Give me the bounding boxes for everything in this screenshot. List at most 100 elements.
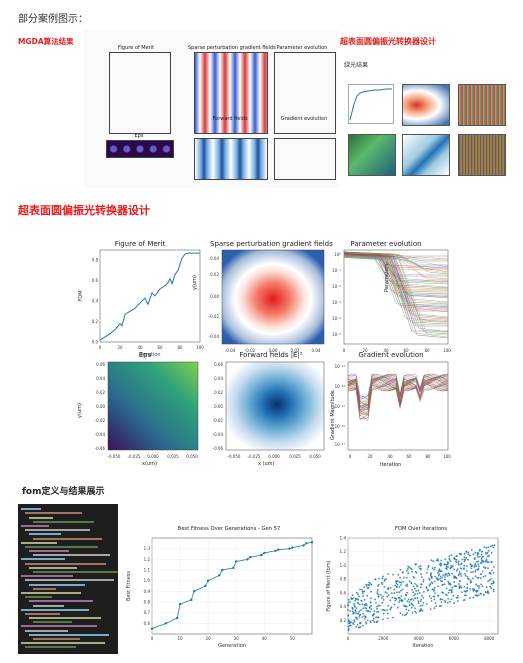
fomiter-point xyxy=(405,576,408,579)
fomiter-point xyxy=(472,589,475,592)
fomiter-point xyxy=(355,612,357,614)
fomiter-point xyxy=(363,598,366,601)
fomiter-point xyxy=(449,582,451,585)
fitness-ylabel: Best Fitness xyxy=(126,571,132,601)
fomiter-point xyxy=(459,572,462,575)
fomiter-point xyxy=(452,565,454,568)
fomiter-point xyxy=(363,586,366,589)
fomiter-point xyxy=(447,566,449,569)
fom-xtick: 20 xyxy=(117,345,123,350)
green-forward-plot xyxy=(402,134,450,176)
fitness-ytick: 0.7 xyxy=(144,610,151,615)
fomiter-point xyxy=(481,585,484,588)
fomiter-point xyxy=(445,587,448,590)
svg-text:0.02: 0.02 xyxy=(210,272,219,277)
fomiter-point xyxy=(364,615,367,618)
fomiter-point xyxy=(465,594,467,596)
fomiter-point xyxy=(353,619,356,622)
fomiter-point xyxy=(484,591,487,594)
fomiter-point xyxy=(398,601,400,603)
fomiter-point xyxy=(439,570,442,573)
fomiter-point xyxy=(478,555,481,558)
fomiter-point xyxy=(399,599,401,602)
fomiter-point xyxy=(354,606,356,608)
fomiter-point xyxy=(446,561,449,563)
fomiter-point xyxy=(477,576,480,579)
svg-text:40: 40 xyxy=(383,348,389,353)
fomiter-point xyxy=(387,573,390,575)
fomiter-point xyxy=(376,591,379,593)
fitness-point xyxy=(220,568,224,572)
fomiter-point xyxy=(449,560,452,562)
fomiter-point xyxy=(472,553,475,556)
fomiter-point xyxy=(433,587,436,589)
fomiter-point xyxy=(370,604,373,607)
fomiter-point xyxy=(408,601,411,604)
param-line xyxy=(343,256,449,280)
fomiter-point xyxy=(430,576,433,579)
fomiter-point xyxy=(446,575,449,577)
fomiter-point xyxy=(347,615,349,617)
fomiter-point xyxy=(370,590,372,593)
fomiter-point xyxy=(460,591,463,593)
fomiter-point xyxy=(365,622,368,625)
fomiter-point xyxy=(429,608,432,610)
fomiter-point xyxy=(449,600,452,603)
fomiter-point xyxy=(463,564,466,567)
fomiter-point xyxy=(387,612,389,615)
s2-gradevo-chart: 10⁻¹³ 10⁻¹⁴ 10⁻¹⁵ 10⁻¹⁶ 10⁻¹⁷ 0 20 40 60… xyxy=(335,361,451,459)
fomiter-point xyxy=(478,565,480,568)
fomiter-point xyxy=(474,570,477,573)
fom-ytick: 0.2 xyxy=(92,319,99,324)
fomiter-point xyxy=(455,596,458,599)
fomiter-point xyxy=(465,556,468,559)
fomiter-point xyxy=(410,606,413,609)
s2-grad-chart: 0.04 0.02 0.00 -0.02 -0.04 -0.04 -0.02 0… xyxy=(209,249,325,353)
fomiter-point xyxy=(487,561,490,564)
fomiter-ylabel: Figure of Merit (fom) xyxy=(326,560,332,611)
fomiter-point xyxy=(387,604,390,607)
svg-text:-0.050: -0.050 xyxy=(228,454,241,459)
fomiter-point xyxy=(358,614,361,617)
code-line xyxy=(21,625,97,628)
fomiter-point xyxy=(418,610,421,613)
param-line xyxy=(343,256,449,310)
section1b-label: 超表面圆偏振光转换器设计 xyxy=(340,37,436,46)
fomiter-point xyxy=(419,586,422,589)
fomiter-point xyxy=(476,595,479,597)
fomiter-point xyxy=(373,621,376,623)
code-line xyxy=(21,524,49,527)
svg-text:10⁻³: 10⁻³ xyxy=(332,300,341,305)
fomiter-point xyxy=(377,583,380,586)
fomiter-point xyxy=(463,556,466,559)
fomiter-point xyxy=(382,612,385,615)
fomiter-point xyxy=(480,583,482,586)
fomiter-point xyxy=(369,601,372,604)
fomiter-point xyxy=(482,566,485,568)
fomiter-point xyxy=(447,591,450,594)
fomiter-point xyxy=(481,550,483,553)
fomiter-point xyxy=(376,616,379,619)
fomiter-point xyxy=(432,560,435,562)
fomiter-title: FOM Over Iterations xyxy=(394,526,448,532)
fomiter-point xyxy=(349,621,352,624)
fomiter-point xyxy=(406,583,409,586)
fomiter-point xyxy=(353,604,356,607)
fomiter-point xyxy=(387,587,390,590)
fomiter-point xyxy=(386,617,389,620)
fomiter-point xyxy=(411,612,414,614)
fomiter-point xyxy=(457,600,459,602)
fomiter-point xyxy=(451,589,453,591)
fomiter-point xyxy=(472,588,474,590)
fomiter-point xyxy=(457,563,460,566)
fitness-ytick: 1.3 xyxy=(144,546,151,551)
fomiter-point xyxy=(404,593,407,596)
green-figure xyxy=(340,72,512,184)
param-line xyxy=(343,256,449,324)
fomiter-point xyxy=(416,597,419,599)
fomiter-point xyxy=(453,557,456,559)
svg-text:-0.02: -0.02 xyxy=(213,418,224,423)
fomiter-point xyxy=(393,603,396,606)
fomiter-point xyxy=(437,574,440,577)
code-line xyxy=(25,529,90,532)
